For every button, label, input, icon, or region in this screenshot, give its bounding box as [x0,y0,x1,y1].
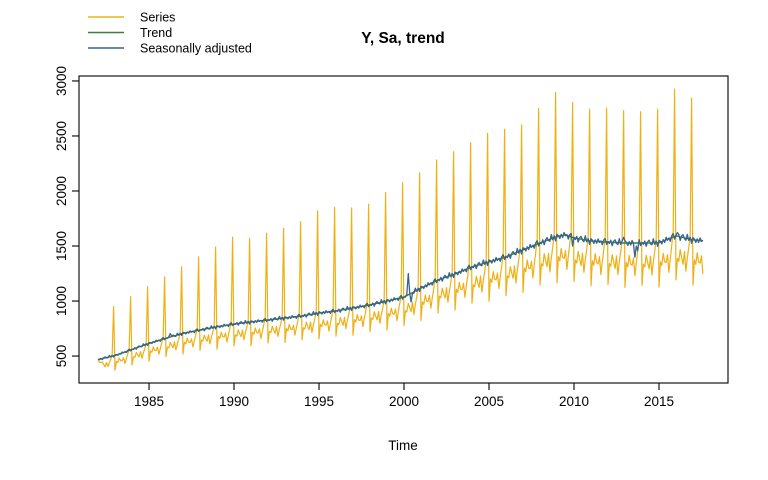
y-tick-label: 1500 [54,231,69,261]
series-line [97,88,704,371]
y-tick-label: 1000 [54,286,69,316]
y-tick-label: 2000 [54,176,69,206]
x-axis-title: Time [388,438,418,453]
x-tick-label: 1995 [304,394,334,409]
x-tick-label: 2005 [474,394,504,409]
legend-item-label: Trend [140,26,172,40]
legend-item-label: Series [140,11,175,25]
y-tick-label: 2500 [54,121,69,151]
series-lines-group [97,88,704,371]
x-tick-label: 2010 [559,394,589,409]
x-tick-label: 2000 [389,394,419,409]
y-tick-label: 3000 [54,66,69,96]
y-tick-label: 500 [54,345,69,368]
seasonally-adjusted-line [97,231,704,361]
x-tick-label: 1985 [134,394,164,409]
x-tick-label: 2015 [644,394,674,409]
legend-item-label: Seasonally adjusted [140,42,252,56]
axes-ticks-group: 1985 1990 1995 2000 2005 2010 2015 500 1000 1500 2… [54,66,674,409]
chart-title: Y, Sa, trend [361,30,445,47]
x-tick-label: 1990 [219,394,249,409]
